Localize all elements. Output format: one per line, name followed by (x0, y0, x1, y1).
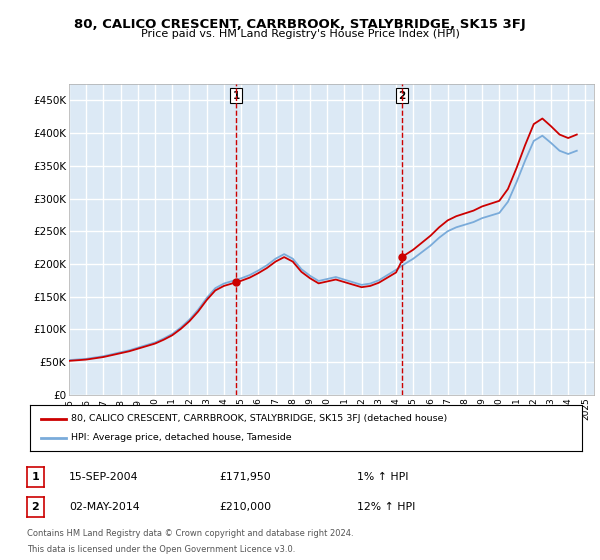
Text: This data is licensed under the Open Government Licence v3.0.: This data is licensed under the Open Gov… (27, 545, 295, 554)
Text: Contains HM Land Registry data © Crown copyright and database right 2024.: Contains HM Land Registry data © Crown c… (27, 529, 353, 538)
Text: £171,950: £171,950 (219, 472, 271, 482)
Text: 02-MAY-2014: 02-MAY-2014 (69, 502, 140, 512)
Text: HPI: Average price, detached house, Tameside: HPI: Average price, detached house, Tame… (71, 433, 292, 442)
Text: 80, CALICO CRESCENT, CARRBROOK, STALYBRIDGE, SK15 3FJ (detached house): 80, CALICO CRESCENT, CARRBROOK, STALYBRI… (71, 414, 448, 423)
Text: 1: 1 (32, 472, 39, 482)
Text: 2: 2 (32, 502, 39, 512)
Text: 1% ↑ HPI: 1% ↑ HPI (357, 472, 409, 482)
Text: 2: 2 (398, 91, 406, 101)
Text: 12% ↑ HPI: 12% ↑ HPI (357, 502, 415, 512)
Text: 15-SEP-2004: 15-SEP-2004 (69, 472, 139, 482)
Text: 80, CALICO CRESCENT, CARRBROOK, STALYBRIDGE, SK15 3FJ: 80, CALICO CRESCENT, CARRBROOK, STALYBRI… (74, 18, 526, 31)
Text: Price paid vs. HM Land Registry's House Price Index (HPI): Price paid vs. HM Land Registry's House … (140, 29, 460, 39)
Text: £210,000: £210,000 (219, 502, 271, 512)
Text: 1: 1 (233, 91, 240, 101)
